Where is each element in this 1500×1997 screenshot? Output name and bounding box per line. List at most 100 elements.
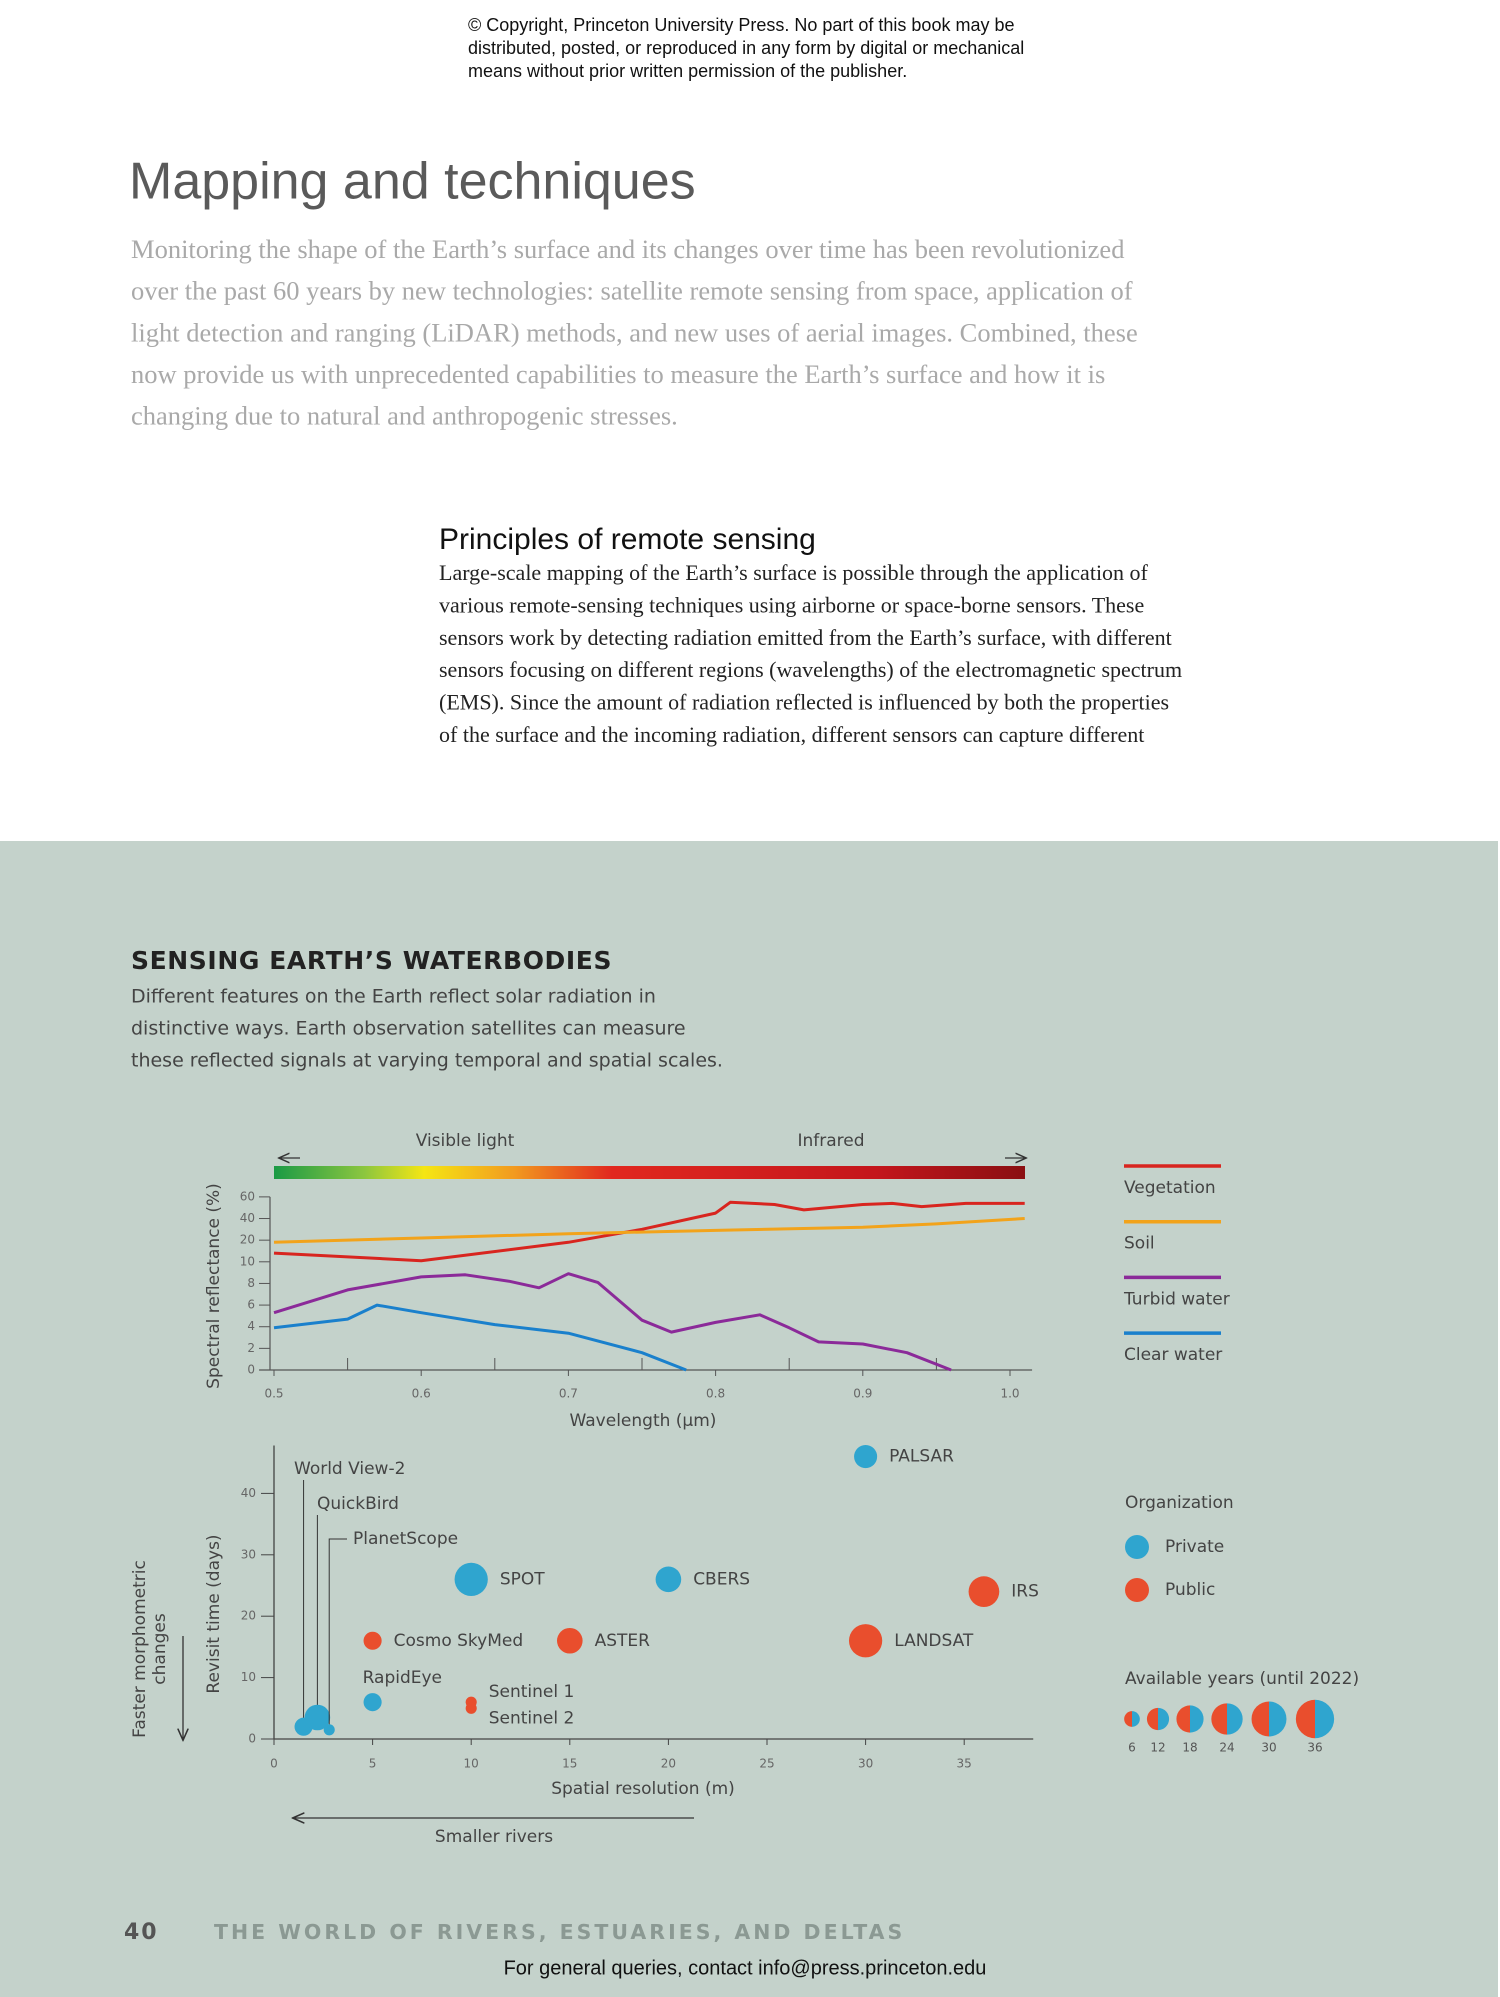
x-tick-label: 0.6 <box>412 1387 431 1401</box>
y-tick-label: 10 <box>241 1670 256 1684</box>
legend-label: Clear water <box>1124 1345 1222 1365</box>
bubble <box>465 1702 477 1714</box>
body-line: various remote-sensing techniques using … <box>439 592 1144 617</box>
size-legend-label: 18 <box>1182 1741 1197 1755</box>
size-legend-half <box>1146 1707 1158 1731</box>
bubble-label: SPOT <box>500 1569 545 1589</box>
y-tick-label: 8 <box>247 1276 255 1290</box>
side-label: changes <box>150 1613 170 1685</box>
body-line: Large-scale mapping of the Earth’s surfa… <box>439 560 1149 585</box>
y-axis-label: Spectral reflectance (%) <box>204 1183 224 1389</box>
section-title: Principles of remote sensing <box>439 523 816 556</box>
figure-title: SENSING EARTH’S WATERBODIES <box>131 946 612 975</box>
x-tick-label: 5 <box>369 1757 377 1771</box>
size-legend-half <box>1132 1711 1140 1727</box>
page-title: Mapping and techniques <box>129 153 696 211</box>
legend-title: Organization <box>1125 1493 1234 1513</box>
x-axis-label: Spatial resolution (m) <box>551 1779 735 1799</box>
body-line: (EMS). Since the amount of radiation ref… <box>439 690 1169 715</box>
y-tick-label: 10 <box>240 1254 255 1268</box>
line-series <box>273 1217 1025 1244</box>
size-legend-label: 36 <box>1307 1741 1322 1755</box>
bubble <box>363 1693 382 1712</box>
intro-line: changing due to natural and anthropogeni… <box>131 400 678 430</box>
size-legend-half <box>1190 1705 1204 1733</box>
size-legend-label: 12 <box>1150 1741 1165 1755</box>
x-tick-label: 0.9 <box>853 1387 872 1401</box>
size-legend-half <box>1251 1701 1269 1737</box>
y-tick-label: 6 <box>247 1298 255 1312</box>
bubble <box>557 1627 583 1654</box>
bubble-label: CBERS <box>693 1569 750 1589</box>
band-label: Visible light <box>416 1131 515 1151</box>
legend-swatch <box>1125 1578 1149 1602</box>
size-legend-label: 24 <box>1219 1741 1234 1755</box>
bubble-label: World View-2 <box>294 1459 405 1479</box>
y-tick-label: 2 <box>247 1341 255 1355</box>
annotation: Smaller rivers <box>435 1827 553 1847</box>
x-tick-label: 0.8 <box>706 1387 725 1401</box>
x-tick-label: 30 <box>858 1757 873 1771</box>
x-tick-label: 25 <box>759 1757 774 1771</box>
bubble <box>323 1724 335 1736</box>
y-tick-label: 0 <box>247 1363 255 1377</box>
size-legend-half <box>1158 1707 1170 1731</box>
size-legend-label: 30 <box>1261 1741 1276 1755</box>
y-tick-label: 40 <box>240 1211 255 1225</box>
size-legend-half <box>1211 1703 1227 1735</box>
figure-description: these reflected signals at varying tempo… <box>131 1050 723 1072</box>
contact: For general queries, contact info@press.… <box>504 1957 987 1979</box>
body-line: sensors work by detecting radiation emit… <box>439 625 1172 650</box>
x-tick-label: 35 <box>957 1757 972 1771</box>
leader-line <box>328 1538 347 1730</box>
spectrum-band <box>274 1166 1025 1179</box>
bubble-label: PlanetScope <box>353 1529 458 1549</box>
legend-label: Vegetation <box>1124 1178 1216 1198</box>
legend-label: Public <box>1165 1580 1215 1600</box>
x-tick-label: 0.7 <box>559 1387 578 1401</box>
bubble-label: IRS <box>1011 1582 1039 1602</box>
legend-label: Soil <box>1124 1234 1155 1254</box>
body-line: of the surface and the incoming radiatio… <box>439 722 1144 747</box>
bubble <box>968 1576 1000 1607</box>
bubble <box>655 1566 682 1593</box>
copyright-line: © Copyright, Princeton University Press.… <box>468 15 1015 35</box>
book-title: THE WORLD OF RIVERS, ESTUARIES, AND DELT… <box>214 1920 905 1944</box>
bubble-label: LANDSAT <box>894 1631 974 1651</box>
size-legend-half <box>1315 1699 1335 1739</box>
x-tick-label: 15 <box>562 1757 577 1771</box>
bubble <box>363 1631 382 1650</box>
legend-swatch <box>1125 1535 1149 1559</box>
line-series <box>273 1272 952 1372</box>
copyright-line: distributed, posted, or reproduced in an… <box>468 38 1024 58</box>
bubble-label: PALSAR <box>889 1447 954 1467</box>
bubble-label: ASTER <box>595 1631 651 1651</box>
side-label: Faster morphometric <box>130 1560 150 1738</box>
x-tick-label: 0.5 <box>264 1387 283 1401</box>
bubble-label: RapidEye <box>363 1668 442 1688</box>
legend-label: Turbid water <box>1123 1289 1230 1309</box>
y-tick-label: 30 <box>241 1547 256 1561</box>
x-axis-label: Wavelength (μm) <box>570 1411 717 1431</box>
y-tick-label: 20 <box>241 1609 256 1623</box>
body-line: sensors focusing on different regions (w… <box>439 657 1182 682</box>
intro-line: light detection and ranging (LiDAR) meth… <box>131 317 1138 347</box>
intro-line: Monitoring the shape of the Earth’s surf… <box>131 234 1124 264</box>
y-tick-label: 40 <box>241 1486 256 1500</box>
intro-line: now provide us with unprecedented capabi… <box>131 359 1105 389</box>
y-axis-label: Revisit time (days) <box>204 1534 224 1693</box>
bubble <box>304 1704 331 1731</box>
x-tick-label: 0 <box>270 1757 278 1771</box>
y-tick-label: 0 <box>248 1732 256 1746</box>
bubble <box>848 1624 883 1658</box>
page-number: 40 <box>124 1920 159 1945</box>
size-legend-half <box>1295 1699 1315 1739</box>
y-tick-label: 4 <box>247 1319 255 1333</box>
size-legend-half <box>1124 1711 1132 1727</box>
bubble <box>854 1445 878 1469</box>
bubble-label: Cosmo SkyMed <box>394 1631 524 1651</box>
band-label: Infrared <box>797 1131 864 1151</box>
line-series <box>273 1303 687 1372</box>
size-legend-label: 6 <box>1128 1741 1136 1755</box>
